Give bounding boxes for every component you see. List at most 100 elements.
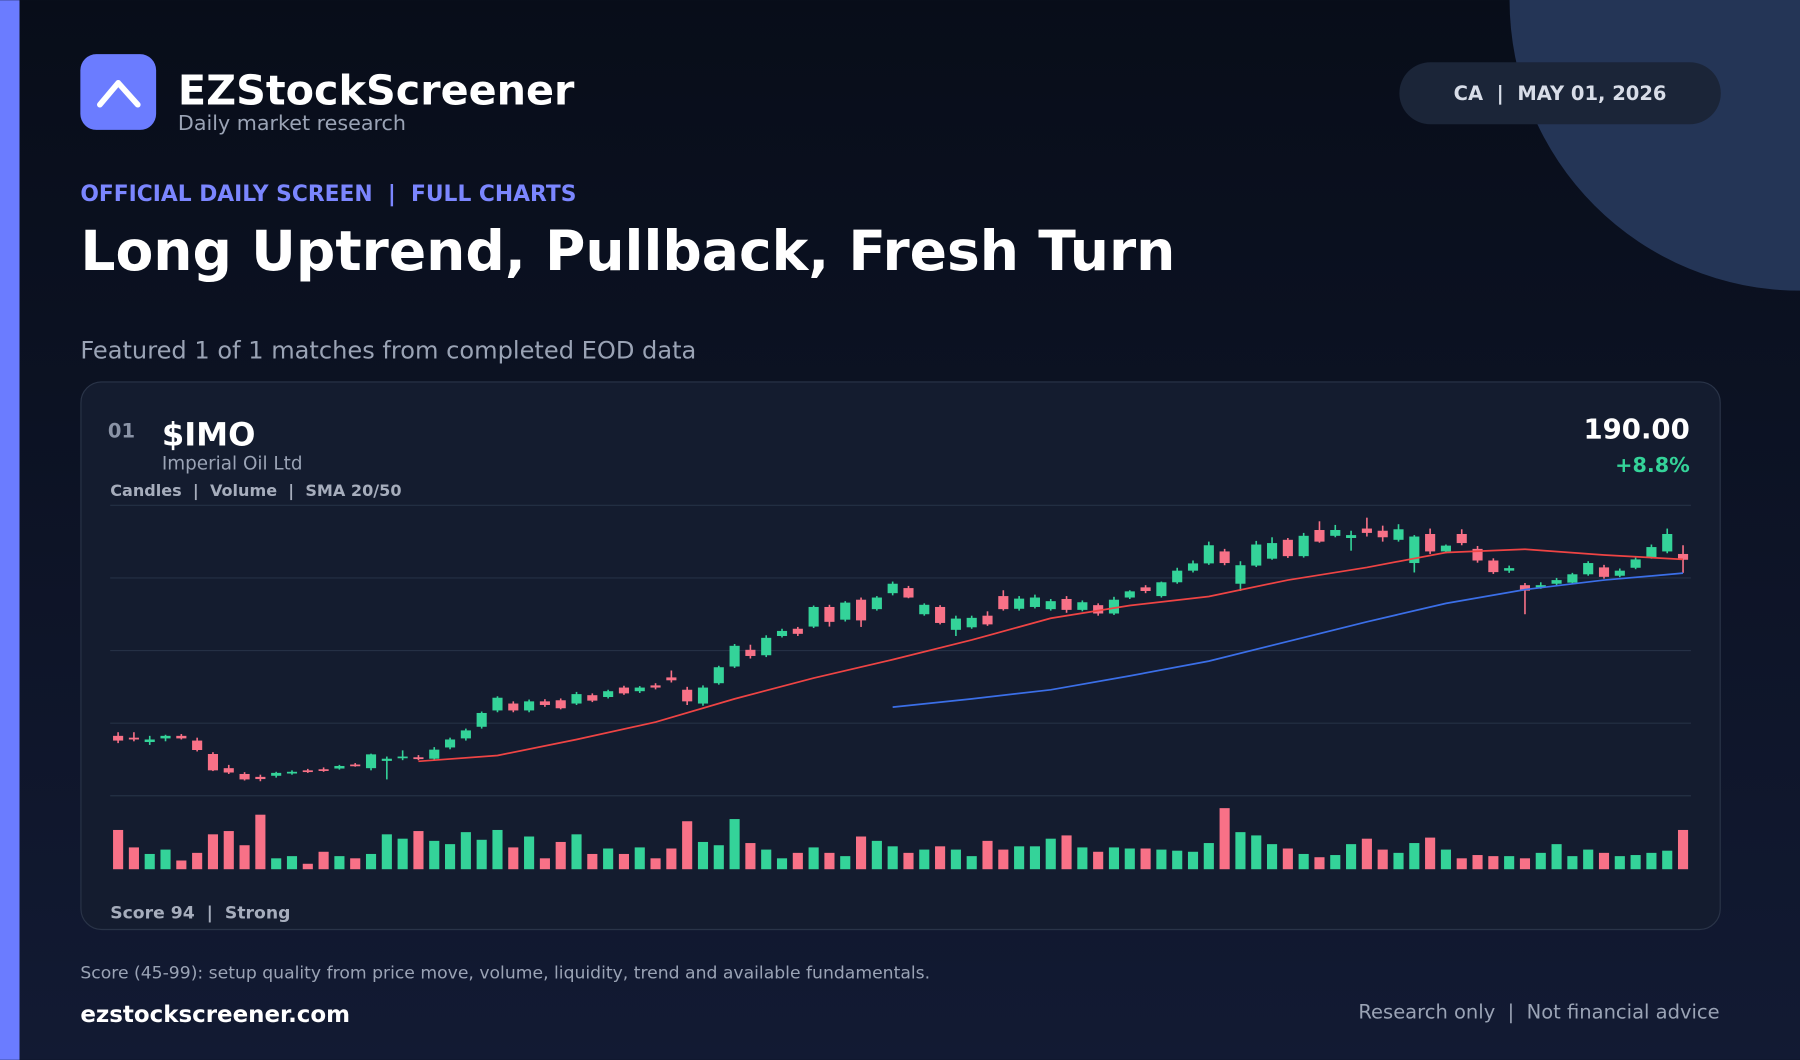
candle-body (1014, 598, 1025, 609)
candle-body (128, 737, 139, 740)
volume-bar (745, 843, 756, 870)
volume-bar (1029, 846, 1040, 870)
volume-bar (1456, 858, 1467, 870)
candle-body (1140, 587, 1151, 591)
volume-bar (776, 858, 788, 870)
candle-body (508, 703, 519, 711)
volume-bar (365, 853, 377, 870)
volume-bar (1203, 843, 1214, 870)
candle-body (1567, 574, 1578, 583)
candle-body (492, 697, 503, 711)
candle-body (634, 687, 645, 692)
volume-bar (492, 829, 503, 870)
headline: Long Uptrend, Pullback, Fresh Turn (80, 219, 1175, 283)
volume-bar (1409, 843, 1420, 870)
candle-body (729, 645, 740, 667)
candle-body (539, 701, 550, 705)
candle-body (1093, 605, 1104, 614)
candle-body (697, 687, 709, 704)
candle-body (1662, 533, 1673, 552)
volume-bar (1551, 844, 1562, 870)
candle-body (1504, 568, 1515, 571)
volume-bar (871, 840, 882, 870)
candle-body (998, 596, 1009, 610)
volume-bar (824, 852, 835, 870)
volume-bar (1504, 856, 1515, 870)
candle-body (982, 615, 993, 625)
candle-body (840, 602, 851, 620)
volume-bar (1108, 847, 1120, 870)
candle-body (761, 637, 772, 656)
volume-bar (1677, 829, 1689, 870)
sma-line (418, 548, 1684, 763)
candle-body (1314, 530, 1325, 542)
candle-body (666, 677, 677, 681)
candle-body (524, 701, 535, 711)
candle-body (286, 771, 298, 774)
volume-bar (1282, 848, 1293, 870)
volume-bar (429, 840, 440, 870)
volume-bar (192, 852, 203, 870)
candle-body (318, 769, 329, 771)
candle-body (350, 764, 361, 767)
volume-bar (1314, 857, 1325, 870)
candle-body (176, 735, 187, 739)
volume-bar (650, 858, 661, 870)
candle-body (460, 730, 471, 739)
candle-body (1108, 599, 1120, 614)
candle-body (113, 735, 124, 741)
candle-body (1124, 591, 1135, 598)
candle-body (1172, 570, 1183, 583)
candle-body (144, 739, 155, 743)
candle-body (445, 739, 456, 748)
candle-body (1330, 530, 1341, 536)
volume-bar (950, 849, 961, 870)
logo-chevron (97, 79, 141, 108)
candle-body (381, 758, 392, 761)
candle-body (650, 685, 661, 688)
stock-card (80, 381, 1721, 931)
volume-bar (1630, 855, 1641, 870)
volume-bar (1440, 849, 1451, 870)
candle-body (1219, 551, 1230, 564)
volume-bar (144, 853, 155, 870)
candle-body (1409, 536, 1420, 564)
volume-bar (445, 844, 456, 870)
volume-bar (413, 831, 424, 870)
candle-body (1425, 533, 1436, 552)
candle-body (1298, 535, 1309, 557)
volume-bar (855, 836, 867, 870)
candle-body (1677, 553, 1689, 560)
candle-body (776, 630, 788, 637)
candle-body (397, 756, 408, 759)
candle-body (1235, 565, 1246, 584)
volume-bar (1583, 849, 1594, 870)
volume-bar (713, 845, 724, 870)
change: +8.8% (1615, 453, 1690, 477)
volume-bar (1361, 838, 1372, 870)
volume-bar (207, 834, 219, 870)
volume-bar (1425, 837, 1436, 870)
volume-bar (239, 845, 250, 870)
volume-bar (160, 849, 171, 870)
volume-bar (334, 856, 345, 870)
volume-bar (1156, 849, 1167, 870)
volume-bar (697, 841, 709, 870)
volume-bar (1266, 844, 1278, 870)
candle-body (1440, 545, 1451, 552)
volume-bar (318, 851, 329, 870)
candle-body (1535, 585, 1546, 588)
volume-bar (903, 852, 914, 870)
disclaimer: Research only | Not financial advice (1358, 1000, 1719, 1023)
volume-bar (1219, 808, 1230, 870)
candle-body (1282, 539, 1293, 557)
candle-body (1251, 544, 1262, 566)
candle-body (1472, 548, 1483, 561)
accent-bar (0, 0, 20, 1060)
volume-bar (1519, 858, 1531, 870)
volume-bar (460, 832, 471, 870)
candle-body (855, 599, 867, 621)
candle-body (603, 691, 614, 698)
candle-body (571, 694, 582, 704)
